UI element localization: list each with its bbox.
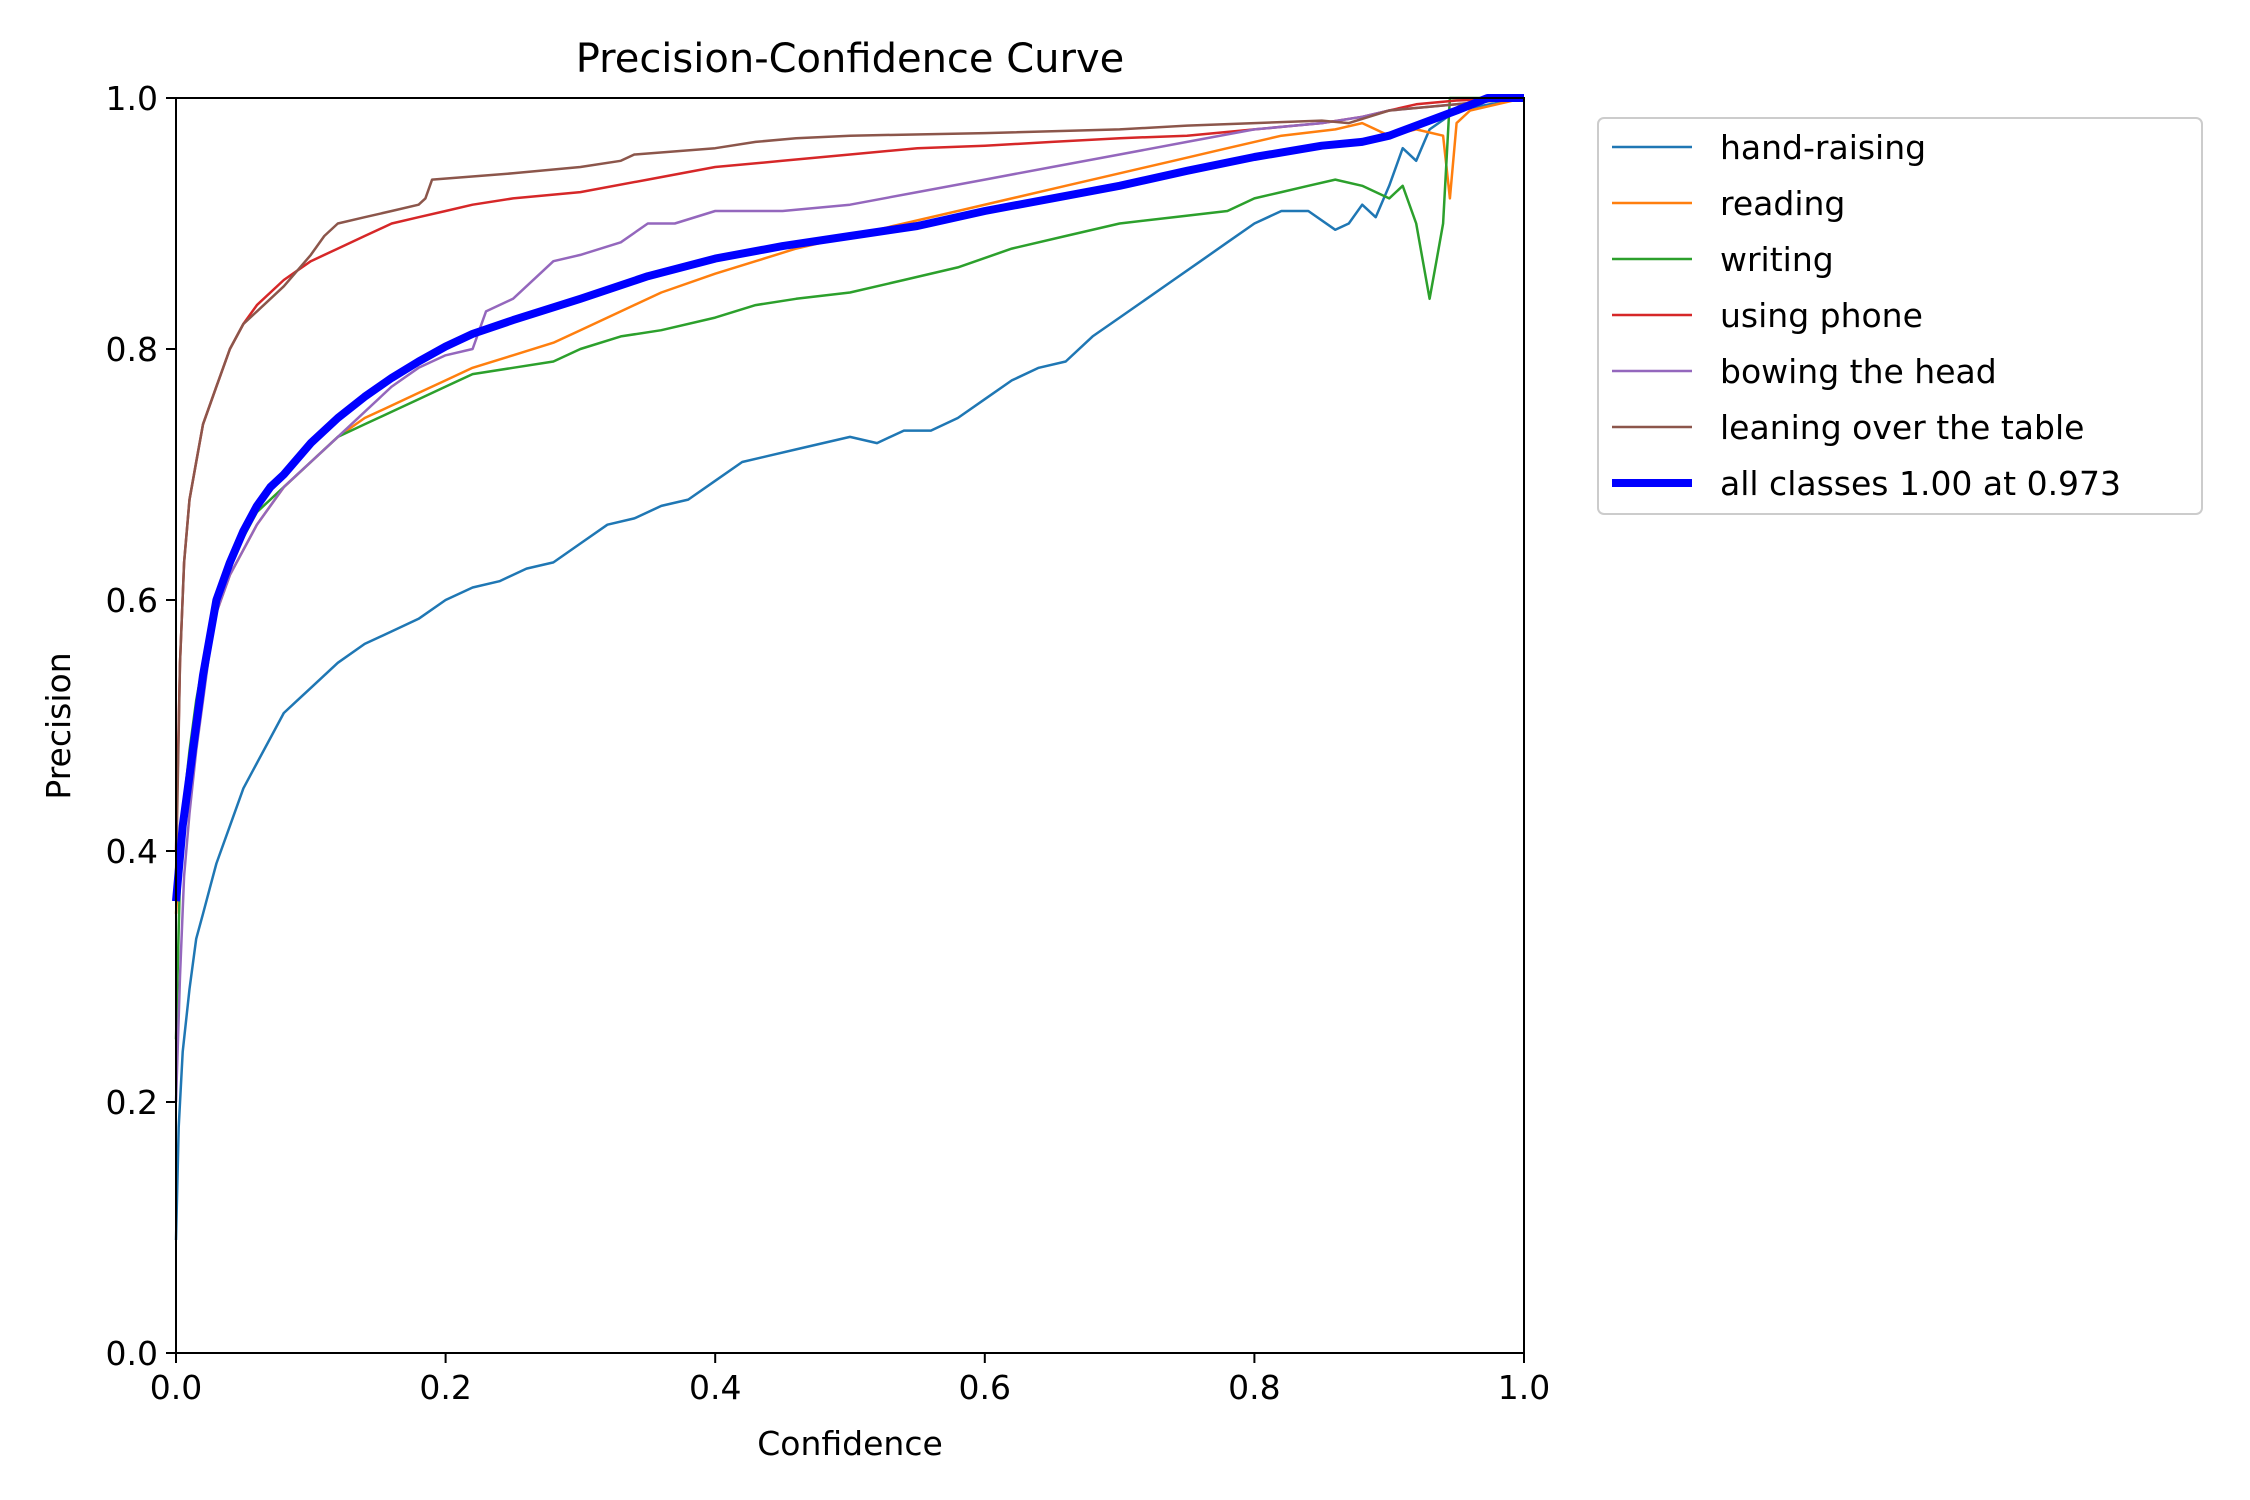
series-line-5	[174, 96, 1525, 877]
legend-label-2: writing	[1720, 240, 1834, 279]
x-tick-label: 0.6	[959, 1368, 1011, 1407]
x-tick-label: 0.0	[150, 1368, 202, 1407]
series-line-0	[174, 96, 1525, 1241]
plot-lines	[172, 94, 1525, 1241]
y-tick-label: 0.8	[106, 330, 158, 369]
legend-label-3: using phone	[1720, 296, 1923, 335]
legend-label-0: hand-raising	[1720, 128, 1926, 167]
legend-frame	[1597, 117, 2203, 515]
x-axis-label: Confidence	[757, 1424, 943, 1463]
plot-area-frame	[175, 97, 1525, 1354]
x-tick-label: 0.2	[419, 1368, 471, 1407]
y-tick-label: 1.0	[106, 79, 158, 118]
legend-label-4: bowing the head	[1720, 352, 1997, 391]
y-tick-label: 0.6	[106, 581, 158, 620]
y-axis-label: Precision	[39, 652, 78, 799]
legend: hand-raising reading writing using phone bow…	[1597, 117, 2203, 515]
legend-label-5: leaning over the table	[1720, 408, 2084, 447]
legend-label-6: all classes 1.00 at 0.973	[1720, 464, 2121, 503]
x-axis-ticks: 0.0 0.2 0.4 0.6 0.8 1.0	[150, 1353, 1550, 1407]
series-line-6	[172, 94, 1524, 902]
x-tick-label: 0.8	[1228, 1368, 1280, 1407]
x-tick-label: 1.0	[1498, 1368, 1550, 1407]
legend-label-1: reading	[1720, 184, 1845, 223]
x-tick-label: 0.4	[689, 1368, 741, 1407]
y-tick-label: 0.2	[106, 1083, 158, 1122]
y-tick-label: 0.0	[106, 1334, 158, 1373]
y-tick-label: 0.4	[106, 832, 158, 871]
y-axis-ticks: 0.0 0.2 0.4 0.6 0.8 1.0	[106, 79, 176, 1373]
chart-title: Precision-Confidence Curve	[576, 36, 1125, 82]
